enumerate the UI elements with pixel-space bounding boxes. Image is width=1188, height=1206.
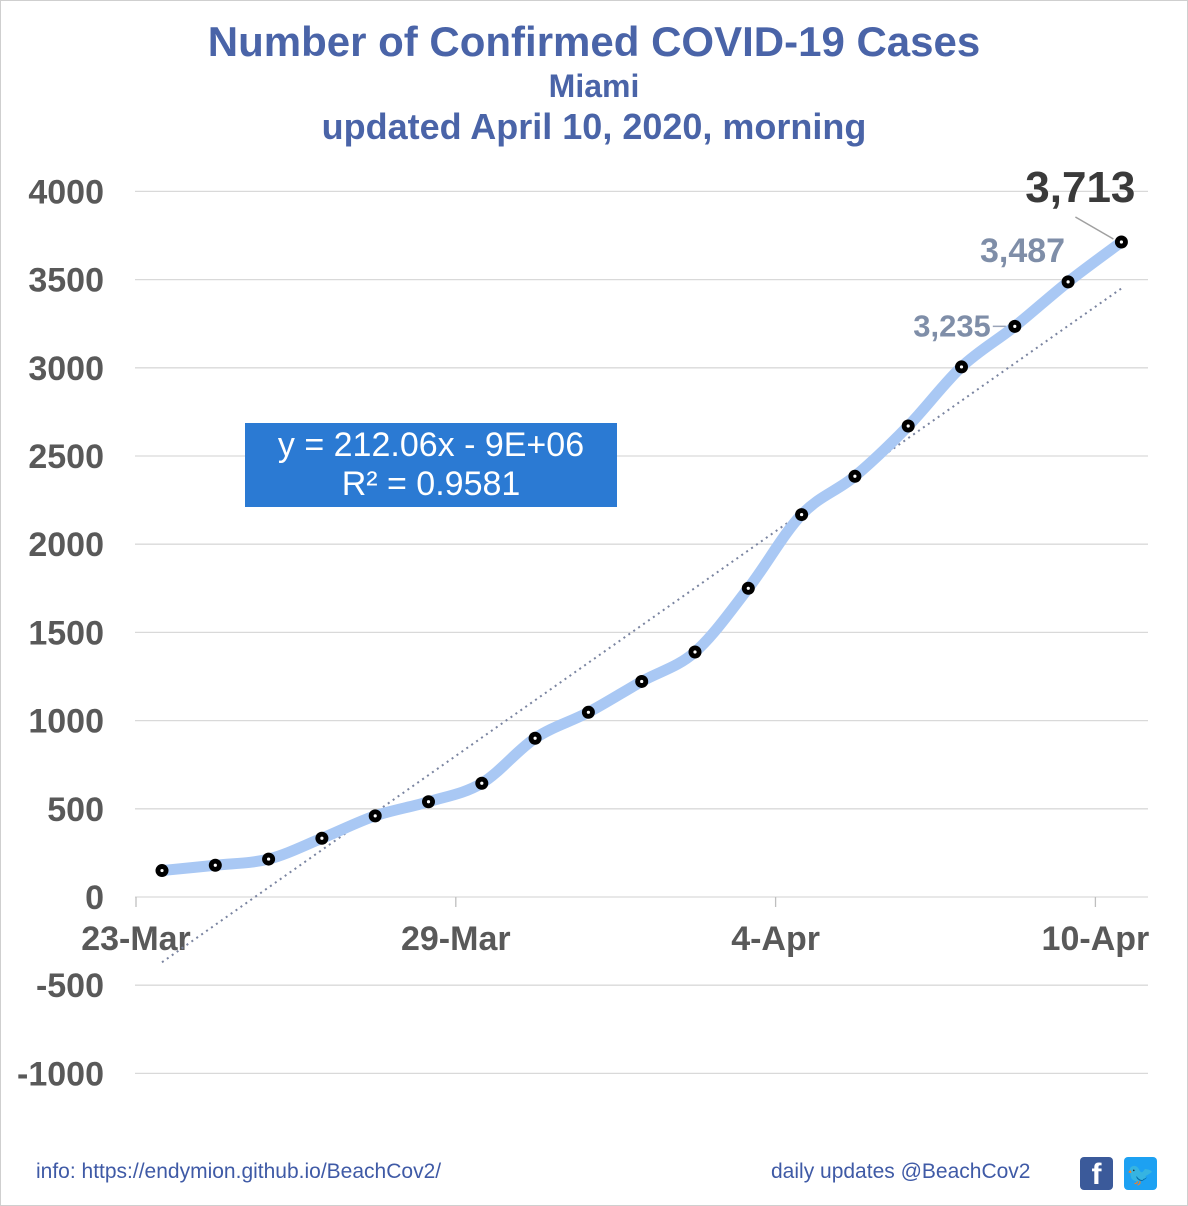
data-point-center bbox=[853, 474, 857, 478]
y-tick-label: 500 bbox=[47, 791, 104, 829]
data-point-center bbox=[586, 710, 591, 714]
data-point-center bbox=[480, 781, 484, 785]
data-point-center bbox=[373, 814, 377, 818]
y-tick-label: -500 bbox=[36, 967, 104, 1005]
data-point-center bbox=[426, 800, 431, 804]
data-point-center bbox=[1013, 324, 1017, 328]
x-tick-label: 4-Apr bbox=[731, 920, 820, 958]
trendline-equation: y = 212.06x - 9E+06 bbox=[278, 426, 584, 464]
annotation-label: 3,487 bbox=[980, 232, 1065, 270]
y-axis-tick-labels: 4000 3500 3000 2500 2000 1500 1000 500 0 -500 -100… bbox=[17, 173, 104, 1093]
y-tick-label: 0 bbox=[85, 879, 104, 917]
trendline-equation-box: y = 212.06x - 9E+06 R² = 0.9581 bbox=[245, 423, 617, 507]
chart-updated: updated April 10, 2020, morning bbox=[321, 106, 867, 147]
data-markers bbox=[155, 235, 1128, 878]
chart-title: Number of Confirmed COVID-19 Cases bbox=[207, 18, 981, 65]
x-axis-tick-labels: 23-Mar 29-Mar 4-Apr 10-Apr bbox=[81, 897, 1149, 958]
y-tick-label: -1000 bbox=[17, 1055, 104, 1093]
data-point-center bbox=[746, 586, 750, 590]
footer-info-link[interactable]: info: https://endymion.github.io/BeachCo… bbox=[36, 1160, 442, 1183]
data-point-center bbox=[959, 365, 964, 369]
twitter-icon[interactable]: 🐦 bbox=[1124, 1157, 1157, 1190]
data-annotations: 3,235 3,487 3,713 bbox=[913, 163, 1135, 343]
trendline bbox=[161, 287, 1122, 964]
y-tick-label: 1000 bbox=[28, 703, 104, 741]
facebook-icon[interactable]: f bbox=[1080, 1157, 1113, 1191]
data-point-center bbox=[320, 836, 324, 840]
y-tick-label: 3000 bbox=[28, 350, 104, 388]
y-tick-label: 1500 bbox=[28, 614, 104, 652]
data-point-center bbox=[160, 868, 164, 873]
data-point-center bbox=[533, 736, 537, 740]
x-tick-label: 10-Apr bbox=[1042, 920, 1150, 958]
annotation-label: 3,235 bbox=[913, 308, 991, 343]
data-point-center bbox=[1066, 280, 1070, 284]
line-chart: 4000 3500 3000 2500 2000 1500 1000 500 0 -500 -100… bbox=[17, 163, 1149, 1093]
annotation-label: 3,713 bbox=[1025, 163, 1135, 212]
y-tick-label: 2000 bbox=[28, 526, 104, 564]
y-tick-label: 4000 bbox=[28, 173, 104, 211]
data-point-center bbox=[906, 424, 910, 428]
data-point-center bbox=[693, 650, 697, 654]
trendline-r-squared: R² = 0.9581 bbox=[342, 465, 521, 503]
x-tick-label: 29-Mar bbox=[401, 920, 511, 958]
footer-daily-updates: daily updates @BeachCov2 bbox=[771, 1160, 1031, 1183]
annotation-leader bbox=[1075, 216, 1114, 240]
y-tick-label: 3500 bbox=[28, 262, 104, 300]
data-point-center bbox=[267, 857, 271, 861]
data-point-center bbox=[1119, 240, 1123, 244]
gridlines bbox=[135, 190, 1148, 1075]
data-point-center bbox=[800, 512, 804, 517]
data-point-center bbox=[213, 863, 217, 867]
x-tick-label: 23-Mar bbox=[81, 920, 191, 958]
data-point-center bbox=[640, 679, 644, 684]
y-tick-label: 2500 bbox=[28, 438, 104, 476]
equation-box-background bbox=[245, 423, 617, 507]
chart-subtitle: Miami bbox=[548, 68, 640, 104]
